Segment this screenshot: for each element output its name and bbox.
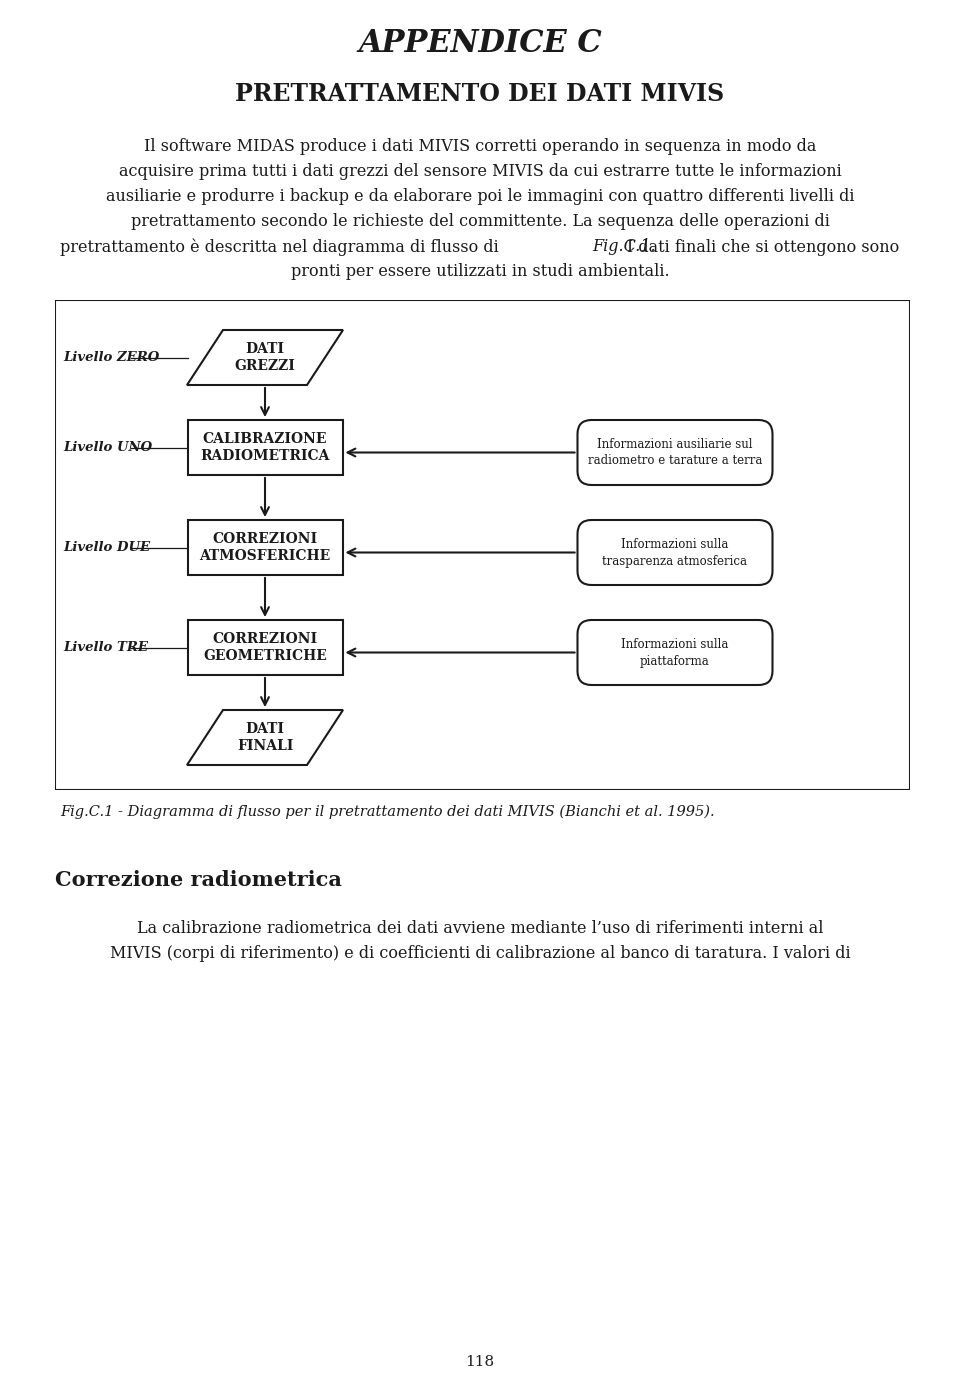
Text: La calibrazione radiometrica dei dati avviene mediante l’uso di riferimenti inte: La calibrazione radiometrica dei dati av…: [136, 920, 824, 936]
Text: CORREZIONI
GEOMETRICHE: CORREZIONI GEOMETRICHE: [204, 632, 327, 664]
FancyBboxPatch shape: [578, 521, 773, 585]
Text: acquisire prima tutti i dati grezzi del sensore MIVIS da cui estrarre tutte le i: acquisire prima tutti i dati grezzi del …: [119, 162, 841, 180]
Text: PRETRATTAMENTO DEI DATI MIVIS: PRETRATTAMENTO DEI DATI MIVIS: [235, 83, 725, 106]
Bar: [187, 420, 343, 475]
Text: DATI
GREZZI: DATI GREZZI: [234, 341, 296, 373]
Bar: [187, 521, 343, 576]
Text: Informazioni sulla
trasparenza atmosferica: Informazioni sulla trasparenza atmosferi…: [603, 537, 748, 567]
Text: Livello UNO: Livello UNO: [63, 441, 152, 454]
Text: pretrattamento secondo le richieste del committente. La sequenza delle operazion: pretrattamento secondo le richieste del …: [131, 213, 829, 230]
Text: APPENDICE C: APPENDICE C: [358, 28, 602, 59]
Text: Il software MIDAS produce i dati MIVIS corretti operando in sequenza in modo da: Il software MIDAS produce i dati MIVIS c…: [144, 138, 816, 156]
Polygon shape: [187, 711, 343, 766]
Text: 118: 118: [466, 1355, 494, 1369]
Text: CORREZIONI
ATMOSFERICHE: CORREZIONI ATMOSFERICHE: [200, 532, 330, 563]
Text: Informazioni ausiliarie sul
radiometro e tarature a terra: Informazioni ausiliarie sul radiometro e…: [588, 438, 762, 468]
Text: Livello DUE: Livello DUE: [63, 541, 150, 554]
Text: Fig.C.1.: Fig.C.1.: [592, 238, 656, 255]
FancyBboxPatch shape: [578, 620, 773, 684]
Text: pronti per essere utilizzati in studi ambientali.: pronti per essere utilizzati in studi am…: [291, 263, 669, 280]
Text: MIVIS (corpi di riferimento) e di coefficienti di calibrazione al banco di tarat: MIVIS (corpi di riferimento) e di coeffi…: [109, 945, 851, 963]
Text: Informazioni sulla
piattaforma: Informazioni sulla piattaforma: [621, 638, 729, 668]
Text: Livello ZERO: Livello ZERO: [63, 351, 159, 364]
Polygon shape: [187, 330, 343, 386]
Text: Livello TRE: Livello TRE: [63, 642, 148, 654]
Text: Correzione radiometrica: Correzione radiometrica: [55, 870, 342, 890]
FancyBboxPatch shape: [578, 420, 773, 485]
Text: CALIBRAZIONE
RADIOMETRICA: CALIBRAZIONE RADIOMETRICA: [201, 432, 329, 463]
Text: DATI
FINALI: DATI FINALI: [237, 722, 293, 753]
Text: pretrattamento è descritta nel diagramma di flusso di                         I : pretrattamento è descritta nel diagramma…: [60, 238, 900, 256]
Bar: [187, 620, 343, 675]
Text: ausiliarie e produrre i backup e da elaborare poi le immagini con quattro differ: ausiliarie e produrre i backup e da elab…: [106, 189, 854, 205]
Text: Fig.C.1 - Diagramma di flusso per il pretrattamento dei dati MIVIS (Bianchi et a: Fig.C.1 - Diagramma di flusso per il pre…: [60, 806, 714, 819]
